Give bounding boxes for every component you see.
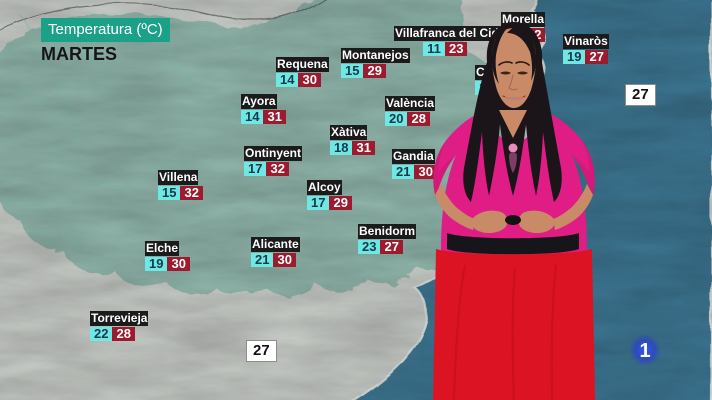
svg-text:1: 1 [639, 340, 650, 362]
